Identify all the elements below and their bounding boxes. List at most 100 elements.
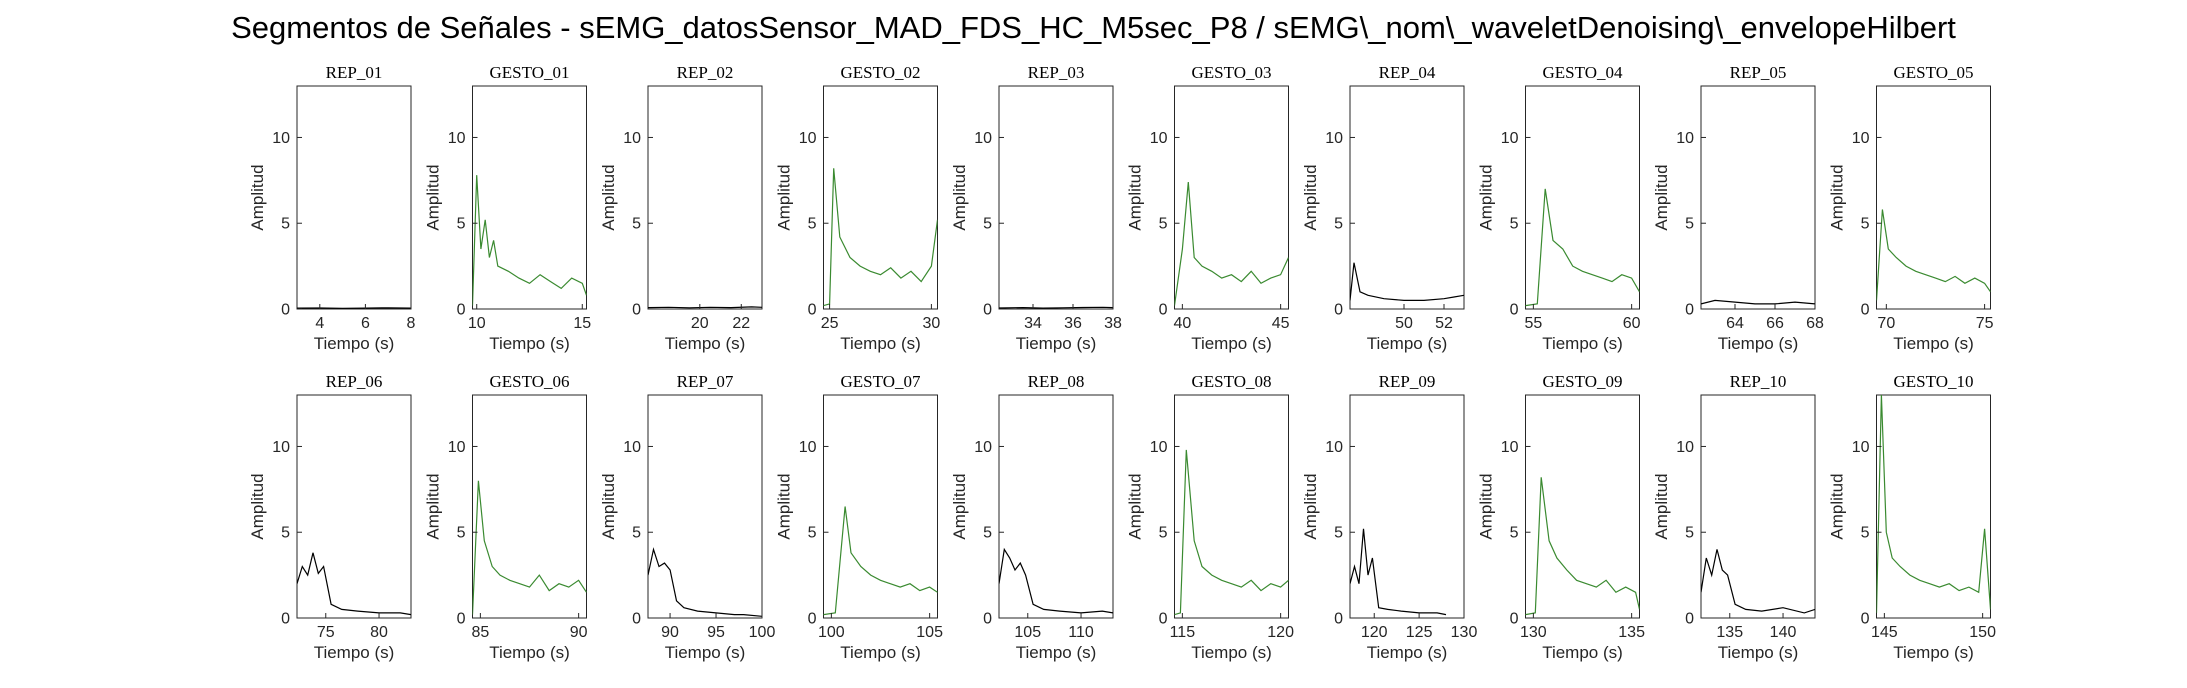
panel-19-xtick-label: 140 — [1770, 624, 1797, 641]
panel-5-ytick-label: 5 — [983, 216, 992, 233]
panel-19-ytick-label: 0 — [1685, 611, 1694, 628]
panel-10-title: GESTO_05 — [1894, 63, 1974, 82]
panel-5-axes-box — [998, 85, 1114, 310]
panel-20-ytick-label: 10 — [1852, 439, 1870, 456]
panel-8-ytick-label: 5 — [1510, 216, 1519, 233]
panel-6-axes-box — [1174, 85, 1289, 310]
panel-18-xlabel: Tiempo (s) — [1542, 643, 1623, 662]
panel-9-xtick-label: 64 — [1726, 315, 1744, 332]
panel-2-ytick-label: 5 — [457, 216, 466, 233]
panel-3-ytick-label: 5 — [632, 216, 641, 233]
panel-3-ytick-label: 0 — [632, 302, 641, 319]
panel-10-ylabel: Amplitud — [1828, 164, 1847, 230]
panel-17-xlabel: Tiempo (s) — [1367, 643, 1448, 662]
panel-1-ytick-label: 0 — [281, 302, 290, 319]
panel-18-series-line-1 — [1525, 477, 1640, 616]
panel-18-ytick-label: 0 — [1510, 611, 1519, 628]
panel-10-axes-box — [1876, 85, 1991, 310]
panel-12-ytick-label: 10 — [448, 439, 466, 456]
panel-8-series-line-1 — [1525, 188, 1640, 307]
panel-9-xlabel: Tiempo (s) — [1718, 334, 1799, 353]
panel-2-axes-box — [472, 85, 587, 310]
panel-6-title: GESTO_03 — [1192, 63, 1272, 82]
panel-16-title: GESTO_08 — [1192, 372, 1272, 391]
panel-19-ylabel: Amplitud — [1652, 473, 1671, 539]
panel-13-ytick-label: 10 — [623, 439, 641, 456]
panel-4-xtick-label: 30 — [922, 315, 940, 332]
panel-6-ytick-label: 0 — [1159, 302, 1168, 319]
panel-19-axes-box — [1700, 394, 1816, 619]
panel-6-ytick-label: 5 — [1159, 216, 1168, 233]
panel-6-ytick-label: 10 — [1150, 130, 1168, 147]
panel-12-ytick-label: 5 — [457, 525, 466, 542]
panel-7-ytick-label: 0 — [1334, 302, 1343, 319]
panel-1-ytick-label: 5 — [281, 216, 290, 233]
panel-20-axes-box — [1876, 394, 1991, 619]
panel-9-ylabel: Amplitud — [1652, 164, 1671, 230]
panel-5-xtick-label: 38 — [1104, 315, 1122, 332]
panel-3-xtick-label: 22 — [732, 315, 750, 332]
panel-15-xtick-label: 110 — [1068, 624, 1094, 641]
panel-14-series-line-1 — [823, 506, 938, 616]
panel-18-title: GESTO_09 — [1543, 372, 1623, 391]
panel-9-series-line-1 — [1701, 299, 1815, 305]
panel-18-xtick-label: 135 — [1618, 624, 1645, 641]
panel-8-axes-box — [1525, 85, 1640, 310]
panel-19-xtick-label: 135 — [1716, 624, 1743, 641]
panel-19-ytick-label: 10 — [1676, 439, 1694, 456]
panel-7-xtick-label: 52 — [1435, 315, 1453, 332]
panel-1-xtick-label: 4 — [315, 315, 324, 332]
panel-17-ytick-label: 5 — [1334, 525, 1343, 542]
panel-18-ytick-label: 5 — [1510, 525, 1519, 542]
panel-4-ytick-label: 5 — [808, 216, 817, 233]
panel-3-series-line-1 — [648, 306, 762, 309]
panel-1-series-line-1 — [297, 307, 411, 309]
panel-18-xtick-label: 130 — [1520, 624, 1547, 641]
panel-10-ytick-label: 10 — [1852, 130, 1870, 147]
panel-12-ytick-label: 0 — [457, 611, 466, 628]
panel-3-xlabel: Tiempo (s) — [665, 334, 746, 353]
panel-16-ylabel: Amplitud — [1126, 473, 1145, 539]
panel-16-series-line-1 — [1174, 449, 1289, 616]
panel-16-xlabel: Tiempo (s) — [1191, 643, 1272, 662]
panel-13-xtick-label: 90 — [661, 624, 679, 641]
panel-4-xtick-label: 25 — [821, 315, 839, 332]
panel-2-ytick-label: 10 — [448, 130, 466, 147]
panel-1-xtick-label: 6 — [361, 315, 370, 332]
panel-9-xtick-label: 68 — [1806, 315, 1824, 332]
panel-20-series-line-1 — [1876, 395, 1991, 613]
panel-5-ylabel: Amplitud — [950, 164, 969, 230]
panel-19-ytick-label: 5 — [1685, 525, 1694, 542]
panel-8-xtick-label: 60 — [1623, 315, 1641, 332]
panel-5-title: REP_03 — [1028, 63, 1085, 82]
panel-5-ytick-label: 10 — [974, 130, 992, 147]
panel-2-title: GESTO_01 — [490, 63, 570, 82]
panel-13-axes-box — [647, 394, 763, 619]
panel-1-ylabel: Amplitud — [248, 164, 267, 230]
panel-16-axes-box — [1174, 394, 1289, 619]
panel-1-xlabel: Tiempo (s) — [314, 334, 395, 353]
panel-20-xtick-label: 150 — [1969, 624, 1996, 641]
panel-11-xtick-label: 75 — [317, 624, 335, 641]
panel-3-xtick-label: 20 — [691, 315, 709, 332]
panel-15-xtick-label: 105 — [1014, 624, 1041, 641]
panel-17-title: REP_09 — [1379, 372, 1436, 391]
panel-1-xtick-label: 8 — [407, 315, 416, 332]
panel-4-series-line-1 — [823, 168, 938, 307]
panel-6-xtick-label: 45 — [1272, 315, 1290, 332]
panel-11-ylabel: Amplitud — [248, 473, 267, 539]
panel-3-title: REP_02 — [677, 63, 734, 82]
panel-20-ytick-label: 5 — [1861, 525, 1870, 542]
panel-14-ytick-label: 0 — [808, 611, 817, 628]
panel-12-title: GESTO_06 — [490, 372, 570, 391]
panel-11-axes-box — [296, 394, 412, 619]
panel-11-xlabel: Tiempo (s) — [314, 643, 395, 662]
panel-2-ylabel: Amplitud — [424, 164, 443, 230]
panel-9-xtick-label: 66 — [1766, 315, 1784, 332]
panel-9-ytick-label: 5 — [1685, 216, 1694, 233]
panel-8-ytick-label: 10 — [1501, 130, 1519, 147]
panel-12-series-line-1 — [472, 480, 587, 615]
panel-10-ytick-label: 5 — [1861, 216, 1870, 233]
panel-2-xlabel: Tiempo (s) — [489, 334, 570, 353]
panel-18-ylabel: Amplitud — [1477, 473, 1496, 539]
